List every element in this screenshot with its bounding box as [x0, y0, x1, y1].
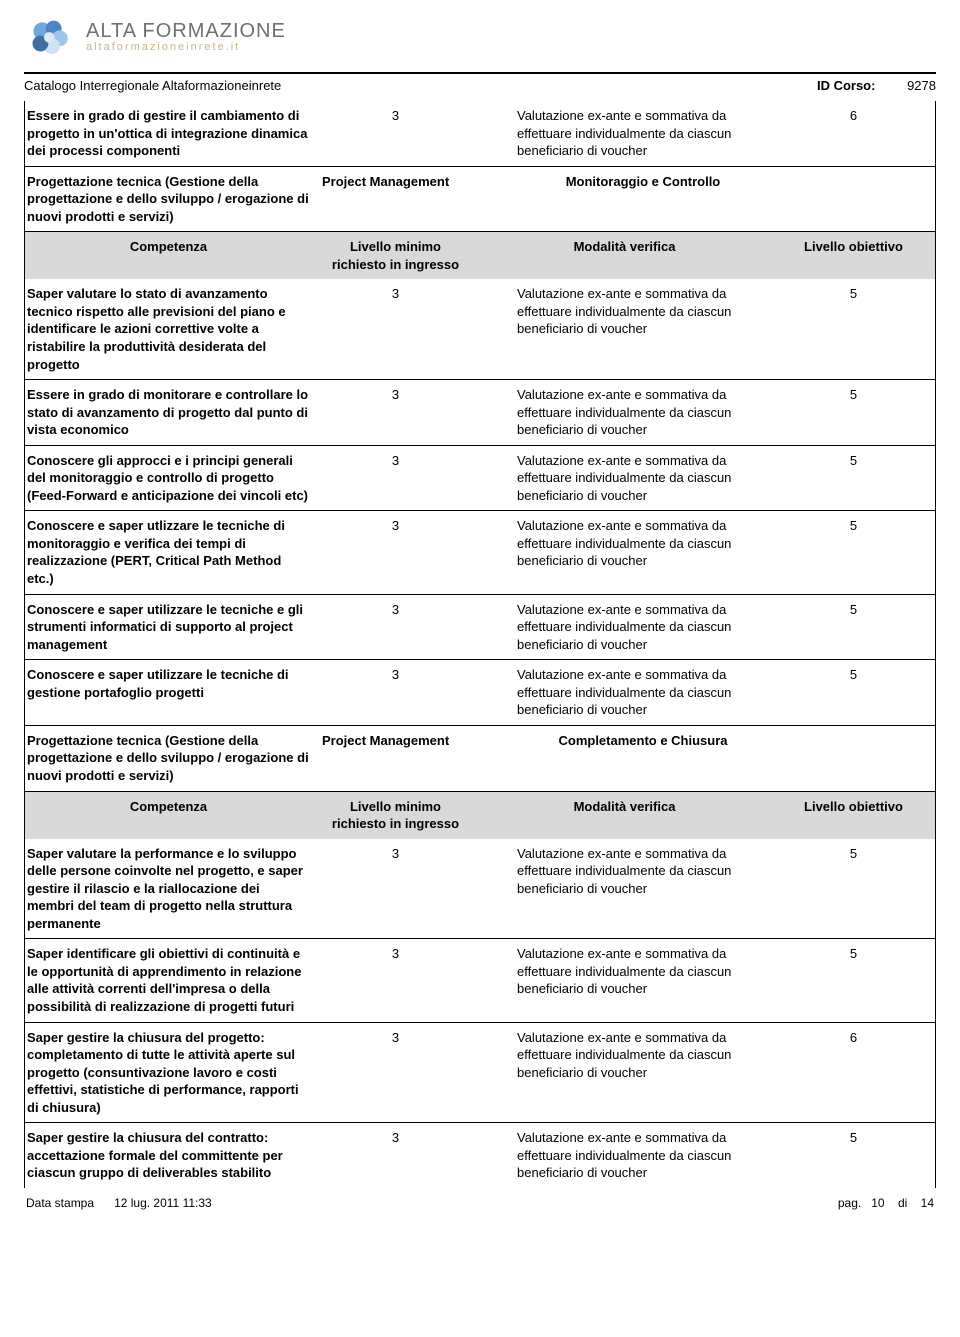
min-level-cell: 3: [322, 517, 477, 587]
verification-cell: Valutazione ex-ante e sommativa da effet…: [477, 1029, 772, 1117]
table-row: Essere in grado di monitorare e controll…: [24, 379, 936, 445]
competency-cell: Saper valutare la performance e lo svilu…: [27, 845, 322, 933]
objective-level-cell: 5: [772, 386, 927, 439]
objective-level-cell: 5: [772, 601, 927, 654]
print-date-label: Data stampa: [26, 1196, 94, 1210]
table-row: Conoscere e saper utilizzare le tecniche…: [24, 659, 936, 725]
objective-level-cell: 5: [772, 845, 927, 933]
table-header-row: Competenza Livello minimo richiesto in i…: [24, 231, 936, 279]
min-level-cell: 3: [322, 452, 477, 505]
min-level-cell: 3: [322, 945, 477, 1015]
verification-cell: Valutazione ex-ante e sommativa da effet…: [477, 666, 772, 719]
subtitle-row: Catalogo Interregionale Altaformazionein…: [24, 78, 936, 93]
verification-cell: Valutazione ex-ante e sommativa da effet…: [477, 517, 772, 587]
verification-cell: Valutazione ex-ante e sommativa da effet…: [477, 1129, 772, 1182]
table-row: Saper valutare la performance e lo svilu…: [24, 839, 936, 939]
print-date-value: 12 lug. 2011 11:33: [114, 1196, 212, 1210]
section-header-row: Progettazione tecnica (Gestione della pr…: [24, 166, 936, 232]
section-category: Project Management: [322, 173, 522, 226]
objective-level-cell: 5: [772, 285, 927, 373]
min-level-cell: 3: [322, 601, 477, 654]
print-date: Data stampa 12 lug. 2011 11:33: [26, 1196, 212, 1210]
col-header-min: Livello minimo richiesto in ingresso: [322, 798, 477, 833]
col-header-modalita: Modalità verifica: [477, 238, 772, 273]
table-row: Conoscere e saper utilizzare le tecniche…: [24, 594, 936, 660]
table-header-row: Competenza Livello minimo richiesto in i…: [24, 791, 936, 839]
section-area: Progettazione tecnica (Gestione della pr…: [27, 173, 322, 226]
verification-cell: Valutazione ex-ante e sommativa da effet…: [477, 386, 772, 439]
page-footer: Data stampa 12 lug. 2011 11:33 pag. 10 d…: [24, 1194, 936, 1210]
table-row: Saper gestire la chiusura del progetto: …: [24, 1022, 936, 1123]
objective-level-cell: 6: [772, 107, 927, 160]
col-header-obj: Livello obiettivo: [772, 798, 927, 833]
competency-cell: Saper valutare lo stato di avanzamento t…: [27, 285, 322, 373]
table-row: Conoscere gli approcci e i principi gene…: [24, 445, 936, 511]
competency-cell: Essere in grado di monitorare e controll…: [27, 386, 322, 439]
verification-cell: Valutazione ex-ante e sommativa da effet…: [477, 285, 772, 373]
col-header-obj: Livello obiettivo: [772, 238, 927, 273]
min-level-cell: 3: [322, 107, 477, 160]
section-header-row: Progettazione tecnica (Gestione della pr…: [24, 725, 936, 791]
competency-table: Essere in grado di gestire il cambiament…: [24, 101, 936, 1188]
col-header-modalita: Modalità verifica: [477, 798, 772, 833]
competency-cell: Conoscere e saper utilizzare le tecniche…: [27, 666, 322, 719]
verification-cell: Valutazione ex-ante e sommativa da effet…: [477, 452, 772, 505]
objective-level-cell: 5: [772, 452, 927, 505]
verification-cell: Valutazione ex-ante e sommativa da effet…: [477, 945, 772, 1015]
catalog-name: Catalogo Interregionale Altaformazionein…: [24, 78, 281, 93]
verification-cell: Valutazione ex-ante e sommativa da effet…: [477, 845, 772, 933]
competency-cell: Saper gestire la chiusura del contratto:…: [27, 1129, 322, 1182]
table-row: Saper identificare gli obiettivi di cont…: [24, 938, 936, 1021]
section-area: Progettazione tecnica (Gestione della pr…: [27, 732, 322, 785]
col-header-min: Livello minimo richiesto in ingresso: [322, 238, 477, 273]
table-row: Essere in grado di gestire il cambiament…: [24, 101, 936, 166]
min-level-cell: 3: [322, 1029, 477, 1117]
course-id: ID Corso: 9278: [817, 78, 936, 93]
page-number: pag. 10 di 14: [838, 1196, 934, 1210]
verification-cell: Valutazione ex-ante e sommativa da effet…: [477, 601, 772, 654]
col-header-competenza: Competenza: [27, 798, 322, 833]
brand-subtitle: altaformazioneinrete.it: [86, 41, 286, 53]
course-id-label: ID Corso:: [817, 78, 876, 93]
divider: [24, 72, 936, 74]
table-row: Conoscere e saper utlizzare le tecniche …: [24, 510, 936, 593]
min-level-cell: 3: [322, 386, 477, 439]
competency-cell: Conoscere gli approcci e i principi gene…: [27, 452, 322, 505]
logo-icon: [24, 18, 78, 62]
objective-level-cell: 5: [772, 517, 927, 587]
brand-block: ALTA FORMAZIONE altaformazioneinrete.it: [86, 18, 286, 53]
min-level-cell: 3: [322, 285, 477, 373]
brand-title: ALTA FORMAZIONE: [86, 20, 286, 43]
section-subcategory: Completamento e Chiusura: [522, 732, 772, 785]
min-level-cell: 3: [322, 666, 477, 719]
objective-level-cell: 5: [772, 666, 927, 719]
document-header: ALTA FORMAZIONE altaformazioneinrete.it: [24, 18, 936, 68]
competency-cell: Essere in grado di gestire il cambiament…: [27, 107, 322, 160]
col-header-competenza: Competenza: [27, 238, 322, 273]
min-level-cell: 3: [322, 845, 477, 933]
competency-cell: Saper identificare gli obiettivi di cont…: [27, 945, 322, 1015]
objective-level-cell: 5: [772, 1129, 927, 1182]
course-id-value: 9278: [907, 78, 936, 93]
competency-cell: Conoscere e saper utlizzare le tecniche …: [27, 517, 322, 587]
min-level-cell: 3: [322, 1129, 477, 1182]
competency-cell: Conoscere e saper utilizzare le tecniche…: [27, 601, 322, 654]
verification-cell: Valutazione ex-ante e sommativa da effet…: [477, 107, 772, 160]
section-subcategory: Monitoraggio e Controllo: [522, 173, 772, 226]
section-category: Project Management: [322, 732, 522, 785]
competency-cell: Saper gestire la chiusura del progetto: …: [27, 1029, 322, 1117]
table-row: Saper gestire la chiusura del contratto:…: [24, 1122, 936, 1188]
objective-level-cell: 5: [772, 945, 927, 1015]
table-row: Saper valutare lo stato di avanzamento t…: [24, 279, 936, 379]
objective-level-cell: 6: [772, 1029, 927, 1117]
